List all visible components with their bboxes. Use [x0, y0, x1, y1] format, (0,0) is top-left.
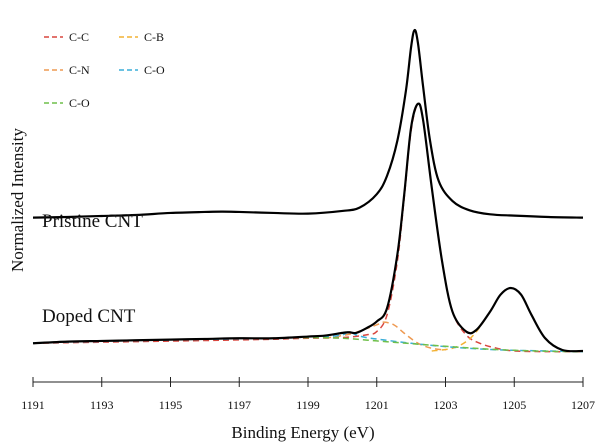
- x-tick-label-1197: 1197: [227, 398, 251, 412]
- pristine-cnt-label: Pristine CNT: [42, 211, 143, 232]
- series-line-c-o-5: [32, 330, 584, 353]
- series-line-doped-cnt-1: [32, 102, 584, 353]
- legend-label-3: C-O: [144, 63, 165, 77]
- x-tick-label-1203: 1203: [434, 398, 458, 412]
- series-layer: [32, 28, 584, 353]
- legend-label-4: C-O: [69, 96, 90, 110]
- x-tick-label-1191: 1191: [21, 398, 45, 412]
- x-axis: 1191 1193 1195 1197 1199 1201 1203 1205 1207: [21, 377, 595, 412]
- legend: C-C C-B C-N C-O C-O: [44, 30, 165, 110]
- series-line-pristine-cnt-0: [32, 28, 584, 219]
- legend-label-2: C-N: [69, 63, 90, 77]
- legend-label-0: C-C: [69, 30, 89, 44]
- series-line-c-n-4: [325, 321, 446, 351]
- x-tick-label-1205: 1205: [502, 398, 526, 412]
- x-tick-label-1201: 1201: [365, 398, 389, 412]
- x-tick-label-1193: 1193: [90, 398, 114, 412]
- series-line-c-b-3: [431, 287, 584, 352]
- x-tick-label-1207: 1207: [571, 398, 595, 412]
- x-tick-label-1199: 1199: [296, 398, 320, 412]
- x-axis-title: Binding Energy (eV): [231, 423, 374, 442]
- y-axis-title: Normalized Intensity: [8, 128, 27, 272]
- doped-cnt-label: Doped CNT: [42, 306, 136, 327]
- legend-label-1: C-B: [144, 30, 164, 44]
- x-tick-label-1195: 1195: [159, 398, 183, 412]
